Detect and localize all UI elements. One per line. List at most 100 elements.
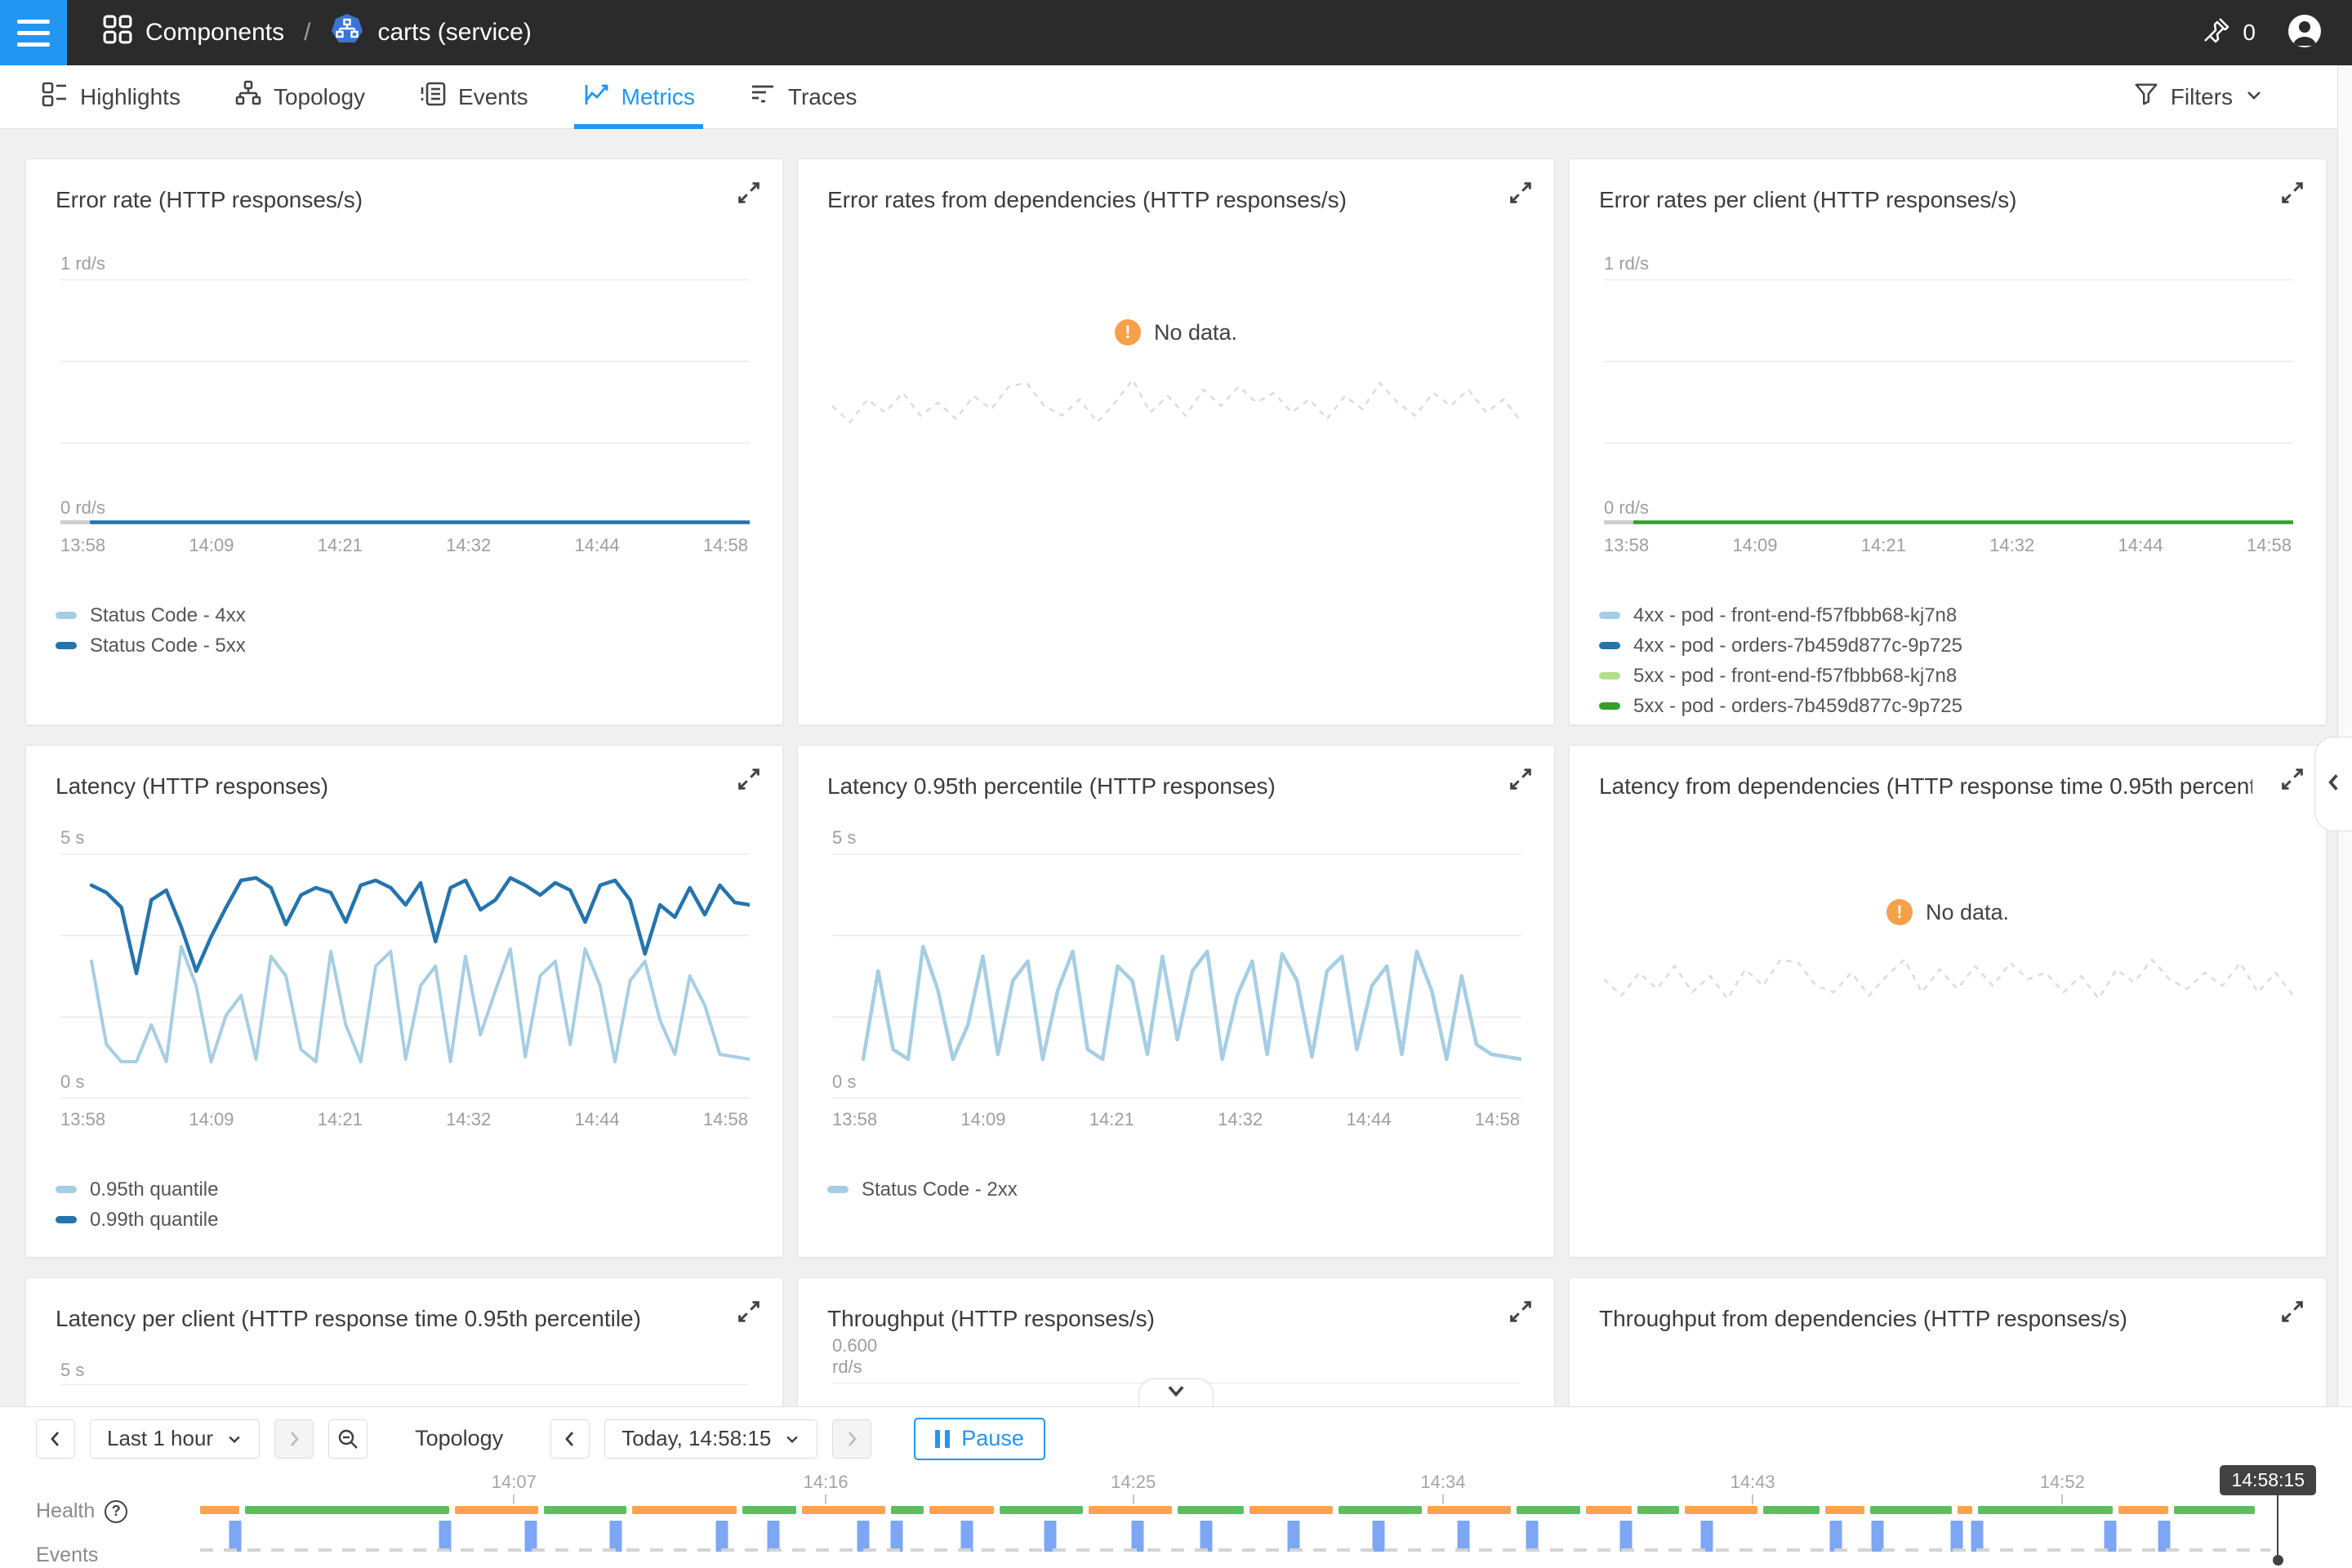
event-bar[interactable] [960, 1521, 973, 1552]
chart-plot: 1 rd/s 0 rd/s [1604, 253, 2293, 525]
user-avatar[interactable] [2287, 13, 2323, 53]
breadcrumb-entity[interactable]: carts (service) [330, 12, 532, 53]
health-segment-healthy[interactable] [1637, 1506, 1680, 1514]
health-segment-healthy[interactable] [1338, 1506, 1422, 1514]
tab-highlights[interactable]: Highlights [33, 65, 189, 129]
health-segment-deviating[interactable] [1250, 1506, 1333, 1514]
event-bar[interactable] [229, 1521, 242, 1552]
legend-item[interactable]: Status Code - 4xx [56, 600, 246, 630]
tab-metrics[interactable]: Metrics [573, 65, 704, 129]
health-segment-healthy[interactable] [2174, 1506, 2256, 1514]
health-segment-deviating[interactable] [1427, 1506, 1511, 1514]
event-bar[interactable] [715, 1521, 728, 1552]
chart-title: Latency 0.95th percentile (HTTP response… [827, 773, 1276, 799]
expand-icon[interactable] [2278, 765, 2306, 793]
health-segment-deviating[interactable] [1957, 1506, 1972, 1514]
legend-item[interactable]: Status Code - 2xx [827, 1174, 1018, 1205]
health-segment-healthy[interactable] [1000, 1506, 1083, 1514]
event-bar[interactable] [1619, 1521, 1633, 1552]
time-range-back-button[interactable] [36, 1419, 75, 1459]
health-segment-healthy[interactable] [1977, 1506, 2113, 1514]
event-bar[interactable] [1457, 1521, 1470, 1552]
zoom-out-button[interactable] [328, 1419, 368, 1459]
legend-item[interactable]: 5xx - pod - front-end-f57fbbb68-kj7n8 [1599, 661, 1962, 691]
event-bar[interactable] [1950, 1521, 1963, 1552]
expand-icon[interactable] [1507, 765, 1535, 793]
health-segment-healthy[interactable] [1870, 1506, 1952, 1514]
filters-button[interactable]: Filters [2133, 81, 2264, 113]
event-bar[interactable] [524, 1521, 537, 1552]
event-bar[interactable] [439, 1521, 452, 1552]
x-tick-label: 14:58 [702, 1109, 748, 1129]
expand-icon[interactable] [2278, 1298, 2306, 1325]
health-segment-healthy[interactable] [245, 1506, 449, 1514]
events-label: Events [36, 1544, 99, 1566]
health-segment-healthy[interactable] [890, 1506, 924, 1514]
tab-topology[interactable]: Topology [226, 65, 373, 129]
event-bar[interactable] [890, 1521, 903, 1552]
health-segment-deviating[interactable] [2118, 1506, 2169, 1514]
health-segment-deviating[interactable] [200, 1506, 240, 1514]
legend-item[interactable]: 4xx - pod - orders-7b459d877c-9p725 [1599, 630, 1962, 661]
event-bar[interactable] [1871, 1521, 1884, 1552]
health-segment-deviating[interactable] [1586, 1506, 1633, 1514]
pin-button[interactable]: 0 [2202, 16, 2256, 51]
legend-item[interactable]: 5xx - pod - orders-7b459d877c-9p725 [1599, 691, 1962, 721]
health-segment-deviating[interactable] [1685, 1506, 1758, 1514]
event-bar[interactable] [609, 1521, 622, 1552]
chart-title: Latency per client (HTTP response time 0… [56, 1306, 641, 1331]
time-range-dropdown[interactable]: Last 1 hour [90, 1419, 261, 1459]
time-range-forward-button[interactable] [274, 1419, 314, 1459]
tab-traces[interactable]: Traces [741, 65, 866, 129]
health-segment-deviating[interactable] [929, 1506, 995, 1514]
event-bar[interactable] [1829, 1521, 1842, 1552]
health-segment-deviating[interactable] [632, 1506, 737, 1514]
event-bar[interactable] [1700, 1521, 1713, 1552]
gridline [60, 1384, 748, 1385]
event-bar[interactable] [1044, 1521, 1057, 1552]
event-bar[interactable] [1526, 1521, 1539, 1552]
health-segment-healthy[interactable] [742, 1506, 796, 1514]
event-bar[interactable] [1372, 1521, 1385, 1552]
health-segment-deviating[interactable] [801, 1506, 885, 1514]
topology-time-dropdown[interactable]: Today, 14:58:15 [604, 1419, 818, 1459]
health-segment-deviating[interactable] [454, 1506, 538, 1514]
legend-item[interactable]: 4xx - pod - front-end-f57fbbb68-kj7n8 [1599, 600, 1962, 630]
legend-item[interactable]: 0.99th quantile [56, 1205, 218, 1235]
expand-icon[interactable] [735, 1298, 763, 1325]
health-segment-deviating[interactable] [1088, 1506, 1172, 1514]
health-segment-healthy[interactable] [1516, 1506, 1581, 1514]
expand-icon[interactable] [1507, 1298, 1535, 1325]
timeline-tick [1752, 1494, 1754, 1504]
event-bar[interactable] [857, 1521, 870, 1552]
topology-time-back-button[interactable] [550, 1419, 590, 1459]
help-icon[interactable]: ? [105, 1499, 128, 1523]
expand-icon[interactable] [735, 765, 763, 793]
event-bar[interactable] [1287, 1521, 1300, 1552]
topology-time-forward-button[interactable] [832, 1419, 872, 1459]
breadcrumb-components[interactable]: Components [103, 15, 284, 51]
pause-button[interactable]: Pause [914, 1417, 1045, 1460]
event-bar[interactable] [1971, 1521, 1984, 1552]
event-bar[interactable] [1200, 1521, 1213, 1552]
panel-collapse-button[interactable] [2314, 737, 2352, 831]
event-bar[interactable] [1131, 1521, 1144, 1552]
tab-events[interactable]: Events [411, 65, 537, 129]
health-segment-deviating[interactable] [1825, 1506, 1865, 1514]
hamburger-menu-icon[interactable] [0, 0, 67, 65]
timeline-tick [513, 1494, 515, 1504]
health-segment-healthy[interactable] [1763, 1506, 1820, 1514]
event-bar[interactable] [2104, 1521, 2117, 1552]
health-segment-healthy[interactable] [543, 1506, 627, 1514]
expand-icon[interactable] [735, 179, 763, 207]
event-bar[interactable] [767, 1521, 780, 1552]
health-segment-healthy[interactable] [1177, 1506, 1245, 1514]
timeline-lane[interactable]: 14:07 14:16 14:25 14:34 14:43 14:52 14:58:15 [200, 1465, 2316, 1568]
event-bar[interactable] [2158, 1521, 2171, 1552]
legend-item[interactable]: 0.95th quantile [56, 1174, 218, 1205]
scroll-down-tab[interactable] [1138, 1379, 1214, 1406]
expand-icon[interactable] [2278, 179, 2306, 207]
current-time-marker[interactable] [2276, 1490, 2278, 1558]
legend-item[interactable]: Status Code - 5xx [56, 630, 246, 661]
expand-icon[interactable] [1507, 179, 1535, 207]
